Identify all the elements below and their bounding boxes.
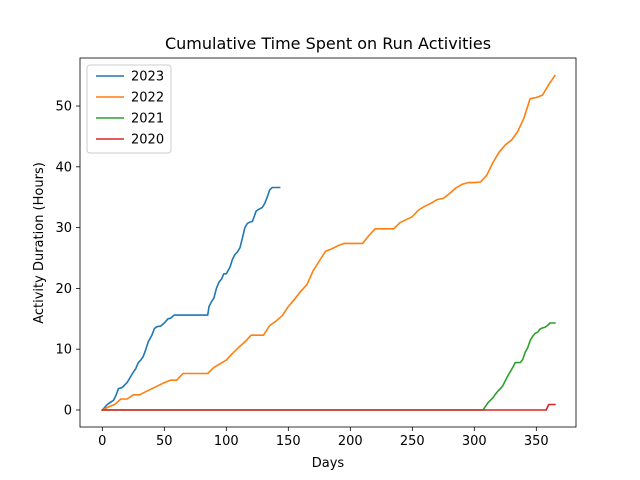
x-tick-label: 200 <box>338 434 363 449</box>
y-tick-label: 30 <box>55 221 72 236</box>
y-tick-label: 40 <box>55 160 72 175</box>
y-tick-label: 0 <box>64 403 72 418</box>
legend-label-2022: 2022 <box>131 91 164 106</box>
series-line-2020 <box>101 403 556 411</box>
series-layer <box>101 74 557 412</box>
x-tick-label: 100 <box>214 434 239 449</box>
legend: 2023 2022 2021 2020 <box>86 64 172 154</box>
legend-frame <box>86 64 172 154</box>
legend-label-2020: 2020 <box>131 133 164 148</box>
x-axis: 0 50 100 150 200 250 300 350 <box>98 427 549 449</box>
y-axis-label: Activity Duration (Hours) <box>32 162 47 324</box>
series-line-2023 <box>101 186 281 412</box>
chart-title: Cumulative Time Spent on Run Activities <box>165 34 491 53</box>
y-tick-label: 10 <box>55 343 72 358</box>
legend-label-2021: 2021 <box>131 112 164 127</box>
y-tick-label: 50 <box>55 100 72 115</box>
x-tick-label: 250 <box>400 434 425 449</box>
x-tick-label: 50 <box>156 434 173 449</box>
x-tick-label: 0 <box>98 434 106 449</box>
x-tick-label: 150 <box>276 434 301 449</box>
x-tick-label: 350 <box>524 434 549 449</box>
series-line-2022 <box>101 74 557 412</box>
legend-label-2023: 2023 <box>131 70 164 85</box>
y-axis: 0 10 20 30 40 50 <box>55 100 80 418</box>
y-tick-label: 20 <box>55 282 72 297</box>
x-axis-label: Days <box>312 456 345 471</box>
axes-frame <box>79 57 577 428</box>
x-tick-label: 300 <box>462 434 487 449</box>
